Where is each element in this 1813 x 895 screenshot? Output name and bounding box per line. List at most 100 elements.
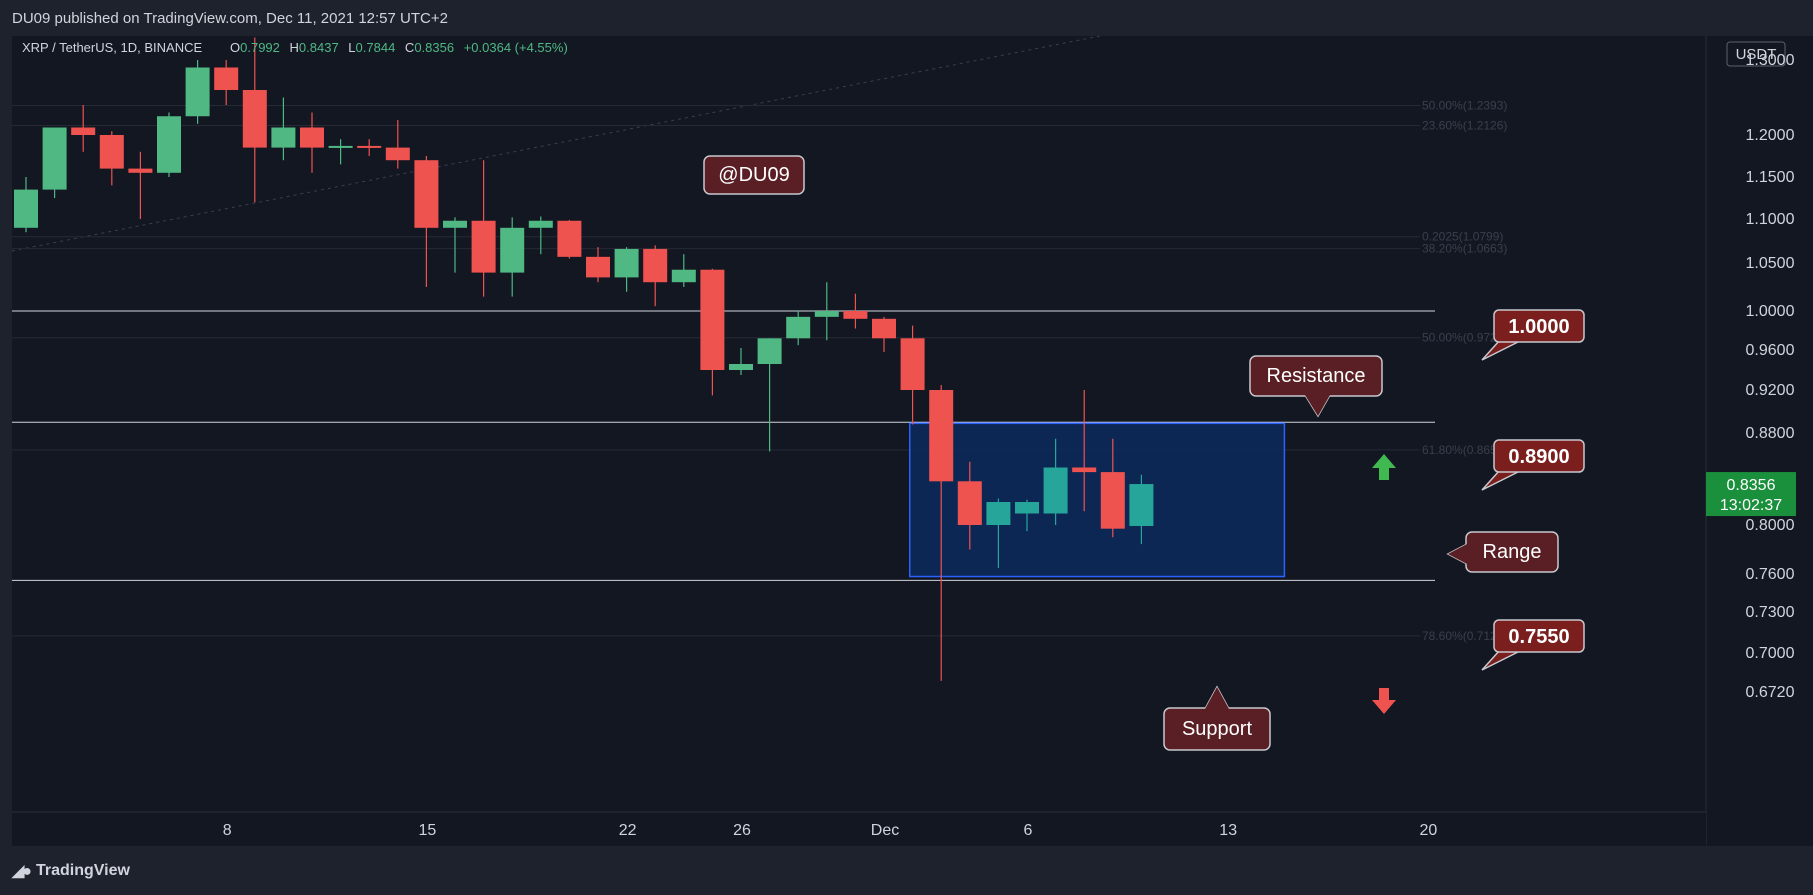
candle-body bbox=[99, 135, 124, 169]
candle-body bbox=[557, 220, 582, 257]
legend-open: 0.7992 bbox=[240, 40, 280, 55]
tradingview-brand: TradingView bbox=[35, 862, 130, 879]
candle bbox=[414, 156, 439, 287]
candle-body bbox=[786, 316, 811, 339]
candle-body bbox=[872, 318, 896, 339]
range-label-text: Range bbox=[1483, 541, 1542, 563]
y-tick: 0.7600 bbox=[1746, 566, 1795, 583]
currency-label: USDT bbox=[1736, 46, 1777, 63]
candle bbox=[471, 160, 496, 297]
fib-label: 50.00%(1.2393) bbox=[1422, 99, 1507, 113]
candle bbox=[929, 385, 954, 681]
candle bbox=[872, 316, 896, 352]
y-tick: 0.8800 bbox=[1746, 425, 1795, 442]
level-tag-2: 0.8900 bbox=[1481, 439, 1585, 491]
candle bbox=[1043, 438, 1068, 525]
candle-body bbox=[357, 145, 382, 148]
currency-badge bbox=[1726, 41, 1786, 67]
candle-body bbox=[242, 90, 267, 148]
candle bbox=[385, 120, 410, 169]
current-price-badge bbox=[1706, 472, 1796, 517]
candle-body bbox=[843, 311, 868, 319]
support-label: Support bbox=[1163, 685, 1271, 751]
candle-body bbox=[300, 127, 324, 148]
candle bbox=[671, 254, 696, 287]
watermark-label: @DU09 bbox=[703, 155, 805, 195]
level-tag-1: 1.0000 bbox=[1481, 309, 1585, 361]
y-tick: 1.0000 bbox=[1746, 303, 1795, 320]
legend-high-label: H bbox=[290, 40, 299, 55]
candle bbox=[128, 151, 153, 219]
level-tag-3-box bbox=[1493, 619, 1585, 653]
legend-high: 0.8437 bbox=[299, 40, 339, 55]
candle-body bbox=[729, 364, 753, 370]
candle-body bbox=[929, 390, 954, 482]
price-axis-bg bbox=[1706, 36, 1813, 846]
candle-body bbox=[14, 189, 38, 228]
legend-close-label: C bbox=[405, 40, 414, 55]
candle-body bbox=[757, 338, 782, 364]
candle-body bbox=[1043, 467, 1068, 514]
candle-body bbox=[700, 269, 725, 370]
countdown: 13:02:37 bbox=[1720, 497, 1782, 514]
candle bbox=[214, 60, 239, 105]
legend-close: 0.8356 bbox=[414, 40, 454, 55]
tradingview-logo-icon: ◢● bbox=[12, 863, 32, 880]
candle-body bbox=[1015, 502, 1039, 514]
price-chart[interactable]: 50.00%(1.2393) 23.60%(1.2126) 0.2025(1.079… bbox=[0, 36, 1813, 851]
y-tick: 0.7000 bbox=[1746, 645, 1795, 662]
fib-label: 23.60%(1.2126) bbox=[1422, 119, 1507, 133]
candle bbox=[1129, 474, 1154, 545]
candle bbox=[957, 461, 982, 550]
x-tick: 6 bbox=[1024, 822, 1033, 839]
fib-label: 0.2025(1.0799) bbox=[1422, 230, 1503, 244]
tradingview-logo[interactable]: ◢● TradingView bbox=[12, 861, 130, 881]
y-tick: 1.0500 bbox=[1746, 255, 1795, 272]
fib-label: 50.00%(0.9726) bbox=[1422, 331, 1507, 345]
candle-body bbox=[1129, 484, 1154, 526]
candle bbox=[586, 247, 610, 283]
y-tick: 0.7300 bbox=[1746, 604, 1795, 621]
candle bbox=[1015, 499, 1039, 532]
candle-body bbox=[814, 311, 839, 317]
candle bbox=[357, 139, 382, 156]
time-axis-bg bbox=[12, 812, 1706, 846]
candle bbox=[242, 37, 267, 203]
level-tag-2-tail bbox=[1481, 469, 1523, 491]
candle bbox=[185, 60, 210, 124]
candle bbox=[42, 127, 67, 198]
candle-body bbox=[214, 67, 239, 90]
y-tick: 0.8000 bbox=[1746, 517, 1795, 534]
candle-body bbox=[957, 481, 982, 525]
range-label-tail-fill bbox=[1448, 544, 1467, 564]
candle bbox=[729, 348, 753, 375]
candle bbox=[271, 97, 296, 161]
candle bbox=[700, 268, 725, 396]
candle bbox=[557, 219, 582, 259]
candle bbox=[99, 131, 124, 186]
support-label-tail-fill bbox=[1205, 687, 1229, 709]
fib-label: 61.80%(0.8653) bbox=[1422, 443, 1507, 457]
candle bbox=[786, 311, 811, 346]
y-tick: 1.1000 bbox=[1746, 211, 1795, 228]
legend-symbol: XRP / TetherUS, 1D, BINANCE bbox=[22, 40, 202, 55]
watermark-label-text: @DU09 bbox=[718, 164, 789, 186]
candle bbox=[614, 247, 639, 292]
candle-body bbox=[271, 127, 296, 148]
candle-body bbox=[614, 248, 639, 278]
candle bbox=[986, 498, 1011, 568]
candle bbox=[528, 216, 553, 255]
candle-body bbox=[643, 248, 668, 283]
trendline bbox=[11, 36, 1101, 252]
level-tag-1-text: 1.0000 bbox=[1508, 316, 1569, 338]
candle bbox=[500, 217, 525, 297]
legend-change: +0.0364 (+4.55%) bbox=[464, 40, 568, 55]
candle-body bbox=[471, 220, 496, 273]
candle bbox=[757, 338, 782, 452]
candle bbox=[14, 177, 38, 233]
x-tick: 20 bbox=[1420, 822, 1438, 839]
current-price: 0.8356 bbox=[1727, 477, 1776, 494]
resistance-label: Resistance bbox=[1249, 355, 1383, 418]
candle-body bbox=[1072, 467, 1097, 473]
publish-header: DU09 published on TradingView.com, Dec 1… bbox=[0, 0, 1813, 36]
